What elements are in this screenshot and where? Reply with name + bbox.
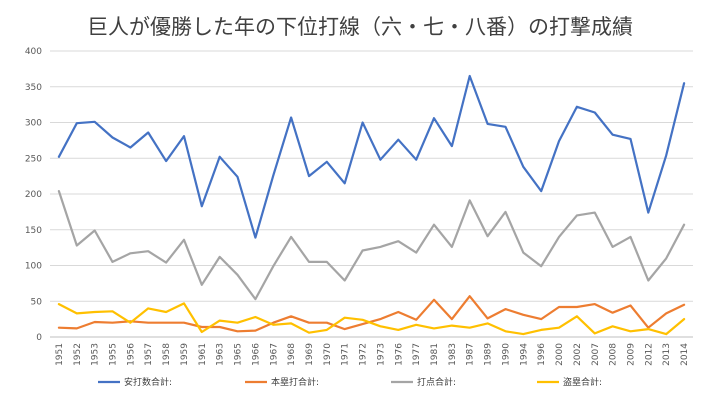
y-tick-label: 150 [25, 226, 42, 236]
x-tick-label: 1967 [269, 343, 279, 366]
y-tick-label: 100 [25, 262, 42, 272]
x-tick-label: 1996 [537, 343, 547, 366]
x-tick-label: 1958 [162, 343, 172, 366]
y-axis-tick-labels: 0 50 100 150 200 250 300 350 400 [25, 47, 42, 343]
x-tick-label: 1966 [251, 343, 261, 366]
x-tick-label: 1977 [412, 343, 422, 366]
x-axis-tick-labels: 1951 1952 1953 1955 1956 1957 1958 1959 1961 1963… [55, 343, 690, 366]
y-tick-label: 300 [25, 119, 42, 129]
series-line-3 [57, 302, 686, 336]
x-tick-label: 2013 [662, 343, 672, 366]
x-tick-label: 2012 [644, 343, 654, 366]
legend: 安打数合計: 本塁打合計: 打点合計: 盗塁合計: [98, 376, 602, 388]
x-tick-label: 1957 [144, 343, 154, 366]
x-tick-label: 1951 [55, 343, 65, 366]
y-tick-label: 200 [25, 190, 42, 200]
chart-title: 巨人が優勝した年の下位打線（六・七・八番）の打撃成績 [87, 15, 633, 39]
x-tick-label: 1956 [126, 343, 136, 366]
x-tick-label: 1989 [484, 343, 494, 366]
x-tick-label: 1970 [323, 343, 333, 366]
x-tick-label: 1976 [394, 343, 404, 366]
x-tick-label: 2008 [609, 343, 619, 366]
x-tick-label: 1955 [109, 343, 119, 366]
y-tick-label: 0 [36, 333, 42, 343]
y-tick-label: 250 [25, 154, 42, 164]
x-tick-label: 1963 [216, 343, 226, 366]
gridlines [50, 50, 693, 338]
x-tick-label: 1959 [180, 343, 190, 366]
legend-label: 打点合計: [417, 376, 456, 388]
x-tick-label: 2014 [680, 343, 690, 366]
x-tick-label: 1952 [73, 343, 83, 366]
x-tick-label: 1965 [234, 343, 244, 366]
legend-label: 本塁打合計: [271, 376, 319, 388]
x-tick-label: 2009 [626, 343, 636, 366]
legend-label: 盗塁合計: [563, 376, 602, 388]
x-tick-label: 1953 [91, 343, 101, 366]
x-tick-label: 1968 [287, 343, 297, 366]
x-tick-label: 1983 [448, 343, 458, 366]
x-tick-label: 2000 [555, 343, 565, 366]
series-line-2 [57, 190, 686, 301]
x-tick-label: 1981 [430, 343, 440, 366]
series-line-0 [57, 74, 686, 239]
x-tick-label: 1971 [341, 343, 351, 366]
y-tick-label: 350 [25, 83, 42, 93]
series-lines [57, 74, 686, 336]
x-tick-label: 1961 [198, 343, 208, 366]
x-tick-label: 1994 [519, 343, 529, 366]
x-tick-label: 2002 [573, 343, 583, 366]
x-tick-label: 1990 [501, 343, 511, 366]
x-tick-label: 2007 [591, 343, 601, 366]
y-tick-label: 50 [31, 297, 43, 307]
x-tick-label: 1969 [305, 343, 315, 366]
legend-label: 安打数合計: [124, 376, 172, 388]
y-tick-label: 400 [25, 47, 42, 57]
x-tick-label: 1972 [359, 343, 369, 366]
x-tick-label: 1973 [376, 343, 386, 366]
x-tick-label: 1987 [466, 343, 476, 366]
series-line-1 [57, 295, 686, 333]
